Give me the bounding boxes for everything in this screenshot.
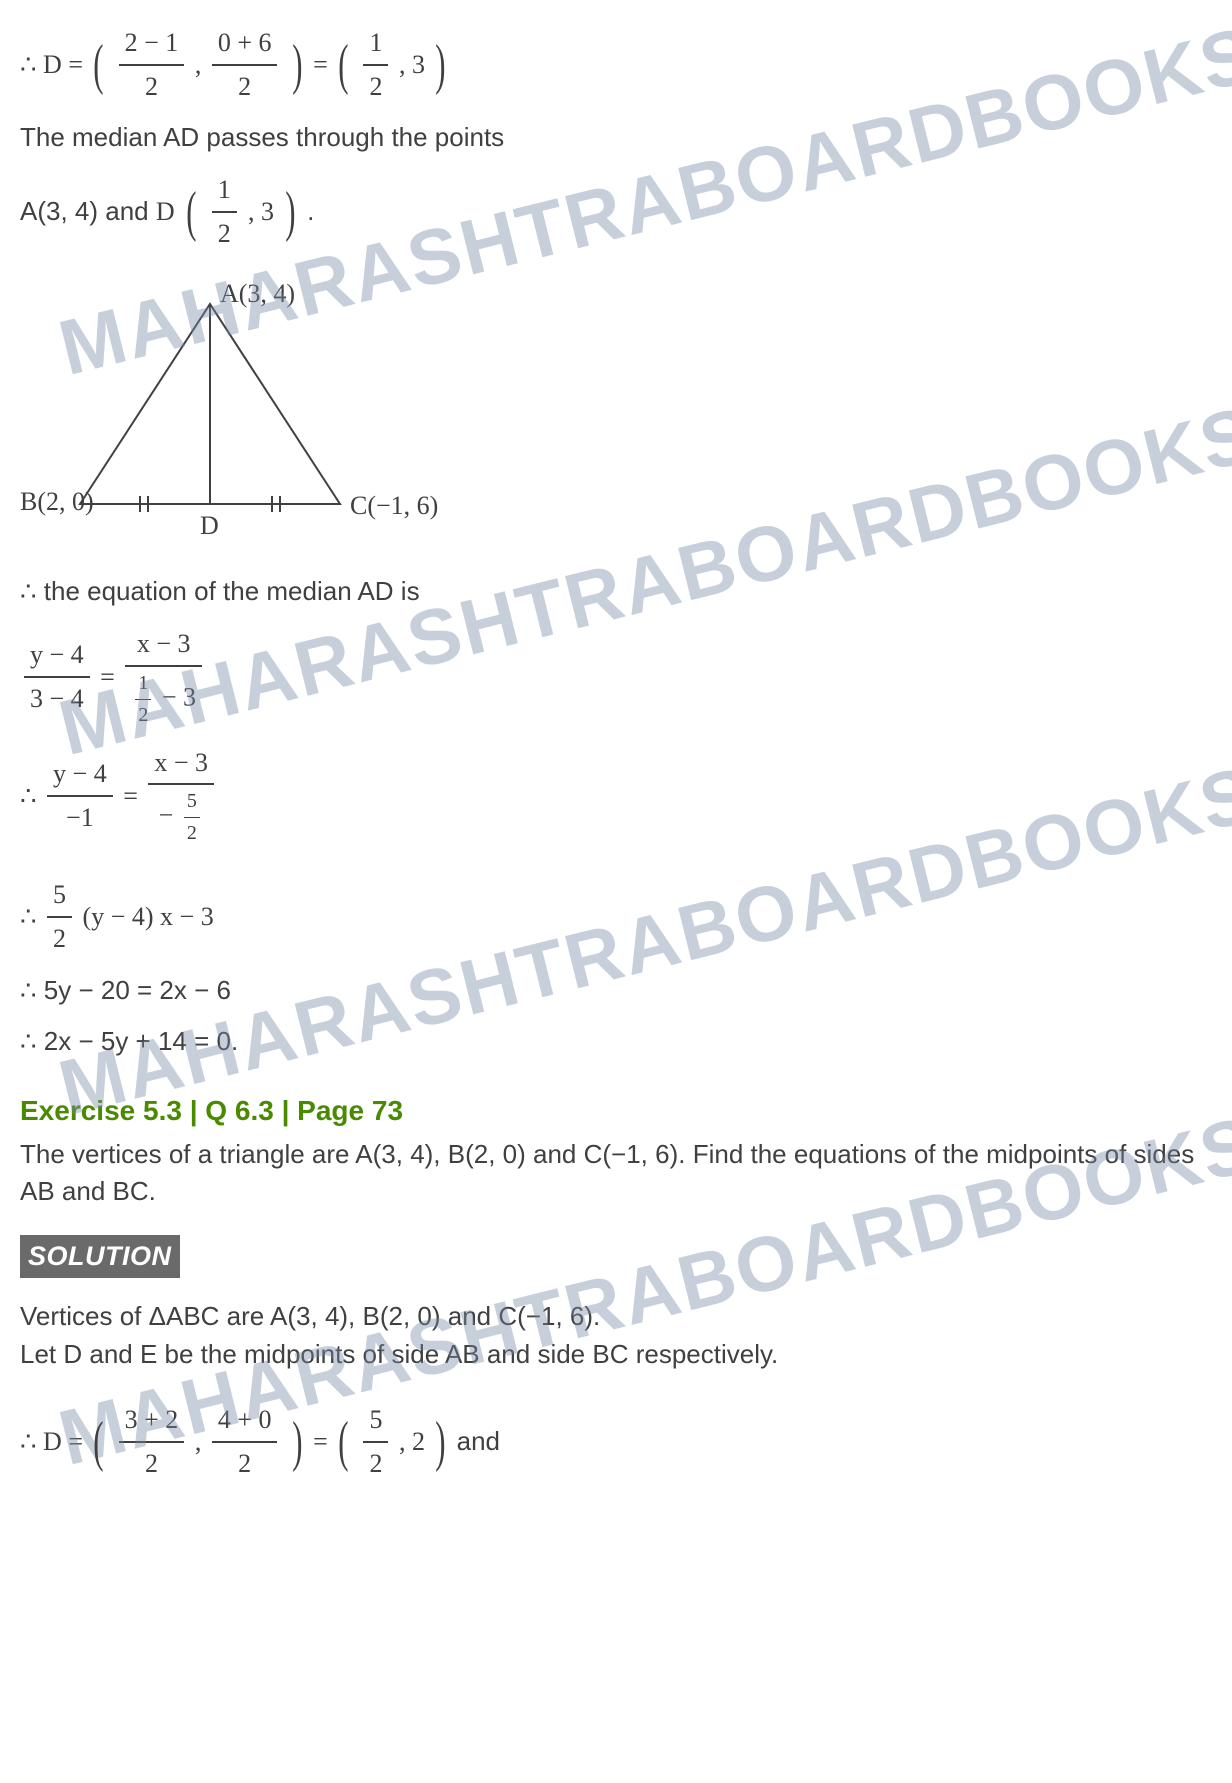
denominator: 2 [212,66,278,106]
vertex-b-label: B(2, 0) [20,487,94,516]
denominator: 3 − 4 [24,678,90,718]
vertex-d-label: D [200,511,219,540]
denominator: 2 [363,1443,388,1483]
equation-step-4: ∴ 5y − 20 = 2x − 6 [20,972,1212,1010]
numerator: 1 [212,171,237,213]
text: , 3 [248,197,274,226]
text: ∴ D = [20,50,89,79]
fraction: 3 + 2 2 [119,1401,185,1482]
numerator: x − 3 [125,625,202,667]
nested-fraction: 1 2 [135,669,151,730]
equation-step-5: ∴ 2x − 5y + 14 = 0. [20,1023,1212,1061]
exercise-heading: Exercise 5.3 | Q 6.3 | Page 73 [20,1091,1212,1132]
equals: = [123,781,144,810]
denominator: 2 [212,213,237,253]
denominator: 2 [47,918,72,958]
numerator: y − 4 [24,636,90,678]
text-line: ∴ the equation of the median AD is [20,573,1212,611]
denominator: 1 2 − 3 [125,667,202,730]
fraction: 1 2 [212,171,237,252]
denominator: 2 [212,1443,278,1483]
equation-step-3: ∴ 5 2 (y − 4) x − 3 [20,876,1212,957]
fraction: 5 2 [47,876,72,957]
numerator: 5 [47,876,72,918]
fraction: y − 4 −1 [47,755,113,836]
numerator: 3 + 2 [119,1401,185,1443]
numerator: 0 + 6 [212,24,278,66]
equals: = [313,1427,334,1456]
solution-line-1: Vertices of ΔABC are A(3, 4), B(2, 0) an… [20,1298,1212,1336]
document-body: ∴ D = ( 2 − 1 2 , 0 + 6 2 ) = ( 1 2 , 3 … [20,24,1212,1483]
denominator: 2 [363,66,388,106]
fraction: y − 4 3 − 4 [24,636,90,717]
denominator: − 5 2 [148,785,214,848]
equation-d-midpoint: ∴ D = ( 2 − 1 2 , 0 + 6 2 ) = ( 1 2 , 3 … [20,24,1212,105]
fraction: 0 + 6 2 [212,24,278,105]
text: , 3 [399,50,425,79]
equals: = [100,662,121,691]
fraction: 4 + 0 2 [212,1401,278,1482]
text-line: The median AD passes through the points [20,119,1212,157]
denominator: 2 [184,818,200,848]
fraction: x − 3 − 5 2 [148,744,214,849]
text: , 2 [399,1427,425,1456]
equation-step-2: ∴ y − 4 −1 = x − 3 − 5 2 [20,744,1212,849]
text: ∴ D = [20,1427,89,1456]
denominator: 2 [119,66,185,106]
solution-equation-d: ∴ D = ( 3 + 2 2 , 4 + 0 2 ) = ( 5 2 , 2 … [20,1401,1212,1482]
vertex-c-label: C(−1, 6) [350,491,438,520]
text: − [159,801,180,830]
comma: , [195,50,208,79]
therefore: ∴ [20,781,43,810]
comma: , [195,1427,208,1456]
numerator: 5 [363,1401,388,1443]
numerator: 4 + 0 [212,1401,278,1443]
fraction: 1 2 [363,24,388,105]
numerator: y − 4 [47,755,113,797]
text: . [307,196,314,226]
text: and [457,1426,500,1456]
nested-fraction: 5 2 [184,787,200,848]
fraction: 2 − 1 2 [119,24,185,105]
equals: = [313,50,334,79]
numerator: x − 3 [148,744,214,786]
text: A(3, 4) and [20,196,156,226]
numerator: 1 [135,669,151,700]
text: (y − 4) x − 3 [83,902,214,931]
fraction: 5 2 [363,1401,388,1482]
denominator: −1 [47,797,113,837]
denominator: 2 [119,1443,185,1483]
vertex-a-label: A(3, 4) [220,282,295,308]
fraction: x − 3 1 2 − 3 [125,625,202,730]
numerator: 1 [363,24,388,66]
triangle-svg: A(3, 4) B(2, 0) C(−1, 6) D [20,282,460,542]
numerator: 5 [184,787,200,818]
text-line: A(3, 4) and D ( 1 2 , 3 ) . [20,171,1212,252]
equation-step-1: y − 4 3 − 4 = x − 3 1 2 − 3 [20,625,1212,730]
solution-label: SOLUTION [20,1235,180,1278]
question-text: The vertices of a triangle are A(3, 4), … [20,1136,1212,1211]
denominator: 2 [135,700,151,730]
solution-line-2: Let D and E be the midpoints of side AB … [20,1336,1212,1374]
point-d: D [156,197,175,226]
numerator: 2 − 1 [119,24,185,66]
triangle-diagram: A(3, 4) B(2, 0) C(−1, 6) D [20,282,1212,553]
therefore: ∴ [20,902,43,931]
text: − 3 [162,682,196,711]
